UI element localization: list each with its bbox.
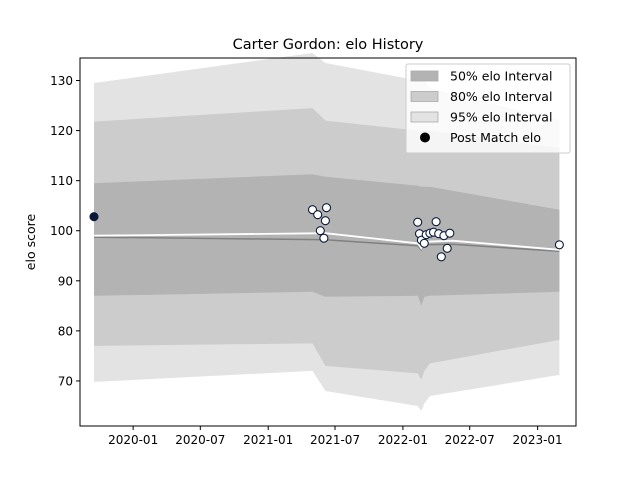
y-tick-label: 100 bbox=[50, 224, 73, 238]
x-tick-label: 2020-01 bbox=[108, 433, 158, 447]
y-tick-label: 80 bbox=[58, 324, 73, 338]
x-axis: 2020-01 2020-07 2021-01 2021-07 2022-01 2022-… bbox=[108, 426, 563, 447]
post-match-elo-point bbox=[431, 217, 441, 227]
x-tick-label: 2021-01 bbox=[243, 433, 293, 447]
post-match-elo-point bbox=[445, 228, 455, 238]
post-match-elo-point bbox=[319, 233, 329, 243]
legend-swatch bbox=[410, 70, 439, 82]
chart-title: Carter Gordon: elo History bbox=[233, 37, 424, 53]
post-match-elo-point bbox=[321, 203, 332, 213]
x-tick-label: 2022-01 bbox=[378, 433, 428, 447]
post-match-elo-point bbox=[89, 212, 99, 222]
y-tick-label: 70 bbox=[58, 374, 73, 388]
y-tick-label: 90 bbox=[58, 274, 73, 288]
post-match-elo-point bbox=[313, 210, 323, 220]
mean-elo-line bbox=[93, 232, 560, 251]
post-match-elo-point bbox=[315, 226, 325, 236]
post-match-elo-point bbox=[320, 216, 330, 226]
y-tick-label: 130 bbox=[50, 74, 73, 88]
y-axis-label: elo score bbox=[23, 214, 38, 271]
legend-swatch bbox=[410, 91, 439, 102]
post-match-elo-point bbox=[413, 217, 423, 227]
y-tick-label: 120 bbox=[50, 124, 73, 138]
y-tick-label: 110 bbox=[50, 174, 73, 188]
legend-entry-label: Post Match elo bbox=[450, 130, 541, 145]
x-tick-label: 2021-07 bbox=[310, 433, 360, 447]
post-match-elo-point bbox=[419, 238, 429, 248]
legend-box bbox=[405, 63, 571, 154]
x-tick-label: 2023-01 bbox=[513, 433, 563, 447]
legend-entry-label: 95% elo Interval bbox=[450, 110, 552, 125]
legend: 50% elo Interval 80% elo Interval 95% elo … bbox=[405, 63, 571, 154]
y-axis: 70 80 90 100 110 120 130 bbox=[50, 74, 80, 388]
legend-entry-label: 50% elo Interval bbox=[450, 69, 552, 84]
x-tick-label: 2020-07 bbox=[175, 433, 225, 447]
post-match-elo-point bbox=[554, 240, 564, 250]
post-match-elo-point bbox=[442, 243, 452, 253]
legend-entry-label: 80% elo Interval bbox=[450, 89, 552, 104]
x-tick-label: 2022-07 bbox=[445, 433, 495, 447]
post-match-elo-point bbox=[436, 252, 446, 262]
legend-marker bbox=[420, 132, 430, 143]
plot-frame bbox=[79, 57, 577, 427]
legend-swatch bbox=[410, 111, 439, 123]
